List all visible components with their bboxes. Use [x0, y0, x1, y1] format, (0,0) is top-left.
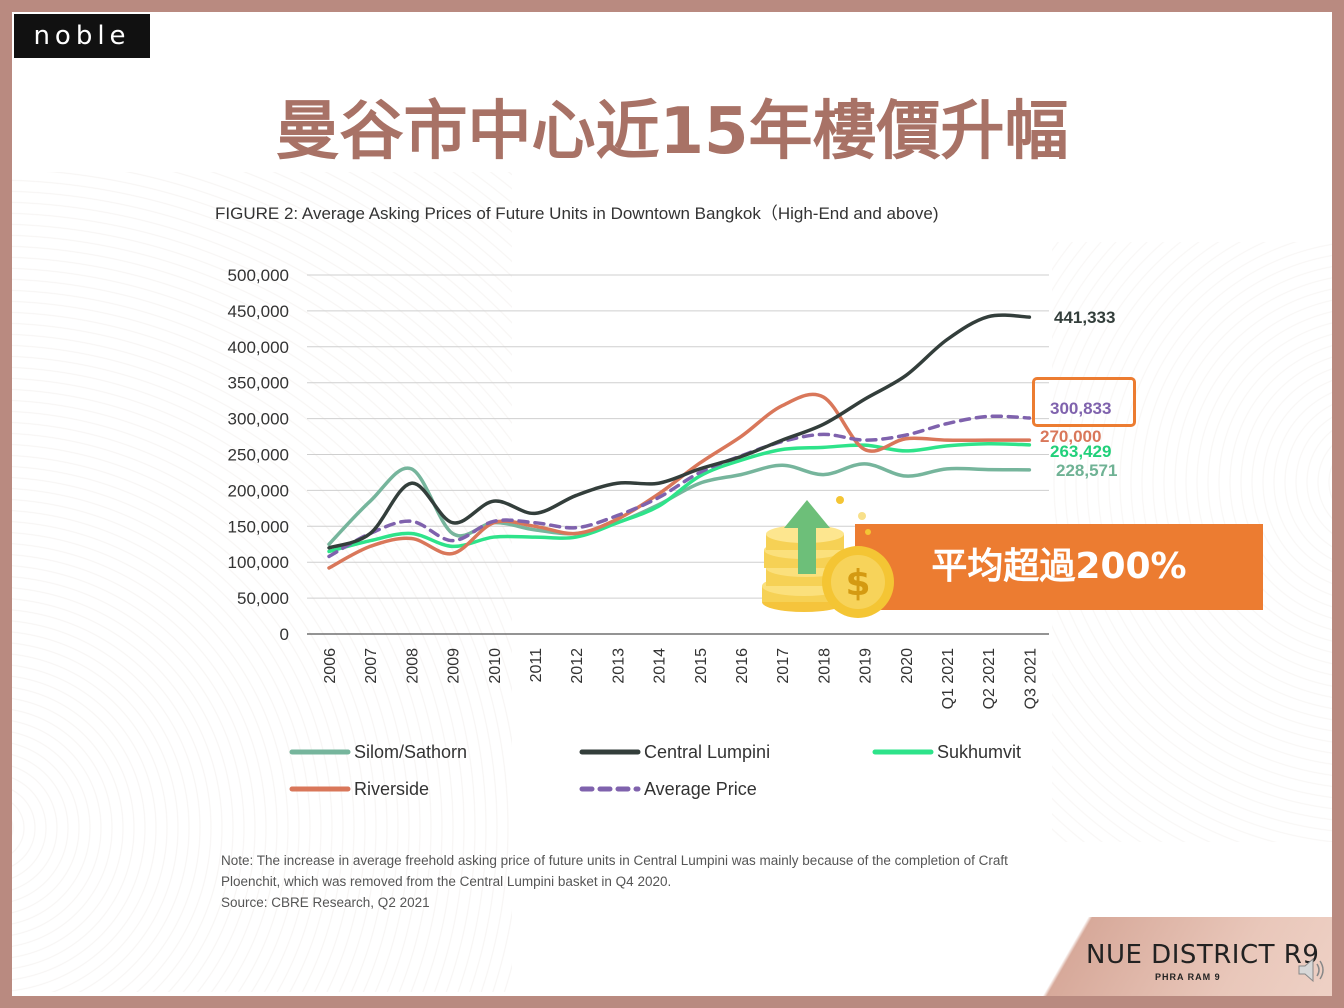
- x-tick-label: 2019: [858, 648, 875, 684]
- x-tick-label: 2013: [610, 648, 627, 684]
- up-arrow-icon: [784, 500, 830, 574]
- legend-label: Sukhumvit: [937, 742, 1021, 762]
- y-tick-label: 250,000: [228, 446, 289, 465]
- footer-logo: NUE DISTRICT R9: [1086, 940, 1320, 970]
- end-value-label: 270,000: [1040, 427, 1101, 446]
- coin-stack-up-arrow-icon: $: [762, 496, 894, 618]
- series-line-average-price: [327, 414, 1032, 559]
- average-price-highlight-box: [1032, 377, 1136, 427]
- note-line: Note: The increase in average freehold a…: [221, 853, 1008, 868]
- x-tick-label: 2017: [775, 648, 792, 684]
- source-line: Source: CBRE Research, Q2 2021: [221, 895, 430, 910]
- x-tick-label: 2015: [693, 648, 710, 684]
- x-tick-label: Q1 2021: [940, 648, 957, 709]
- x-tick-label: 2020: [899, 648, 916, 684]
- legend-label: Silom/Sathorn: [354, 742, 467, 762]
- line-chart: 0 50,000 100,000 150,000 200,000 250,000 300,0…: [228, 266, 1118, 799]
- chart-note: Note: The increase in average freehold a…: [221, 850, 1141, 913]
- x-tick-label: 2010: [487, 648, 504, 684]
- note-line: Ploenchit, which was removed from the Ce…: [221, 874, 672, 889]
- legend-label: Average Price: [644, 779, 757, 799]
- y-tick-label: 150,000: [228, 517, 289, 536]
- y-tick-label: 200,000: [228, 481, 289, 500]
- background-ripple-pattern: [12, 172, 512, 992]
- series-line-central-lumpini: [327, 313, 1032, 550]
- x-tick-label: 2009: [446, 648, 463, 684]
- y-tick-label: 300,000: [228, 410, 289, 429]
- callout-banner: 平均超過200%: [855, 524, 1263, 610]
- x-tick-label: 2014: [652, 648, 669, 684]
- series-line-sukhumvit: [327, 441, 1032, 554]
- x-tick-label: 2008: [404, 648, 421, 684]
- brand-logo: noble: [14, 14, 150, 58]
- x-tick-label: Q3 2021: [1022, 648, 1039, 709]
- y-tick-label: 500,000: [228, 266, 289, 285]
- x-tick-label: 2011: [528, 648, 545, 683]
- dollar-coin-icon: $: [822, 546, 894, 618]
- footer-band: [1012, 917, 1332, 996]
- end-value-label: 228,571: [1056, 461, 1117, 480]
- x-tick-label: 2007: [363, 648, 380, 684]
- slide: noble 曼谷市中心近15年樓價升幅 FIGURE 2: Average As…: [12, 12, 1332, 996]
- y-tick-label: 50,000: [237, 589, 289, 608]
- slide-title: 曼谷市中心近15年樓價升幅: [275, 95, 1069, 169]
- y-tick-label: 450,000: [228, 302, 289, 321]
- legend-label: Central Lumpini: [644, 742, 770, 762]
- x-tick-label: 2006: [322, 648, 339, 684]
- y-tick-label: 350,000: [228, 374, 289, 393]
- svg-text:$: $: [845, 563, 870, 604]
- end-value-label: 263,429: [1050, 442, 1111, 461]
- x-tick-label: 2012: [569, 648, 586, 684]
- y-tick-label: 100,000: [228, 553, 289, 572]
- speaker-icon[interactable]: [1296, 955, 1326, 985]
- x-tick-label: 2016: [734, 648, 751, 684]
- end-value-label: 300,833: [1050, 399, 1111, 418]
- end-value-label: 441,333: [1054, 308, 1115, 327]
- y-tick-label: 0: [280, 625, 289, 644]
- x-tick-label: Q2 2021: [981, 648, 998, 709]
- chart-title: FIGURE 2: Average Asking Prices of Futur…: [215, 204, 939, 223]
- y-tick-label: 400,000: [228, 338, 289, 357]
- footer-sub: PHRA RAM 9: [1155, 972, 1221, 982]
- x-tick-label: 2018: [816, 648, 833, 684]
- legend-label: Riverside: [354, 779, 429, 799]
